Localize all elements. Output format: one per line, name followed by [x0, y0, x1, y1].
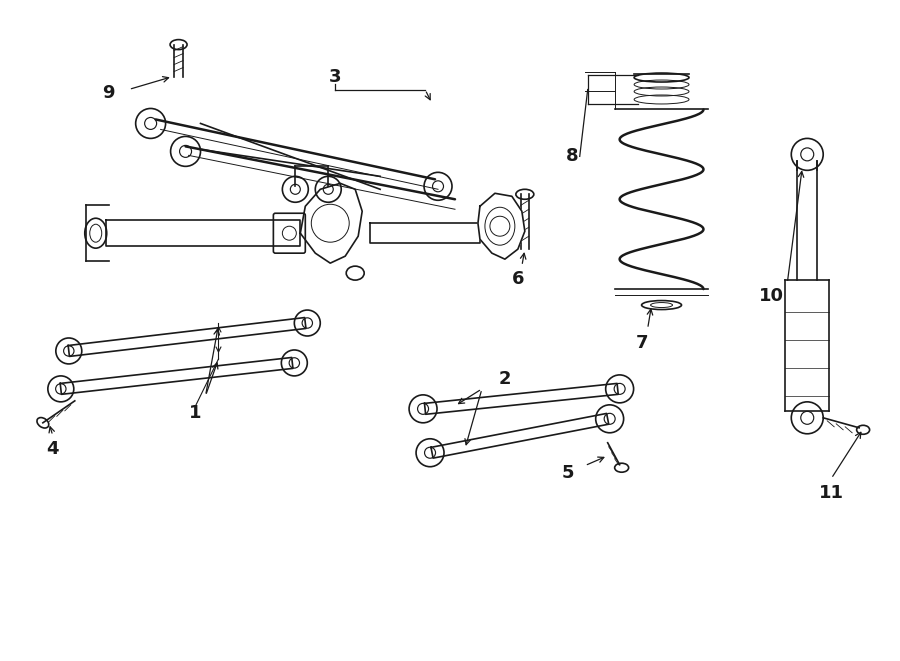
Polygon shape — [478, 193, 525, 259]
Ellipse shape — [170, 40, 187, 50]
Ellipse shape — [857, 425, 869, 434]
Text: 7: 7 — [635, 334, 648, 352]
Text: 6: 6 — [511, 270, 524, 288]
Ellipse shape — [346, 266, 364, 280]
Ellipse shape — [516, 189, 534, 199]
FancyBboxPatch shape — [274, 214, 305, 253]
Text: 10: 10 — [759, 287, 784, 305]
Ellipse shape — [85, 218, 107, 248]
Text: 1: 1 — [189, 404, 202, 422]
Text: 5: 5 — [562, 464, 574, 482]
Text: 4: 4 — [47, 440, 59, 458]
Text: 8: 8 — [565, 147, 578, 165]
Text: 11: 11 — [819, 484, 843, 502]
Text: 2: 2 — [499, 370, 511, 388]
Ellipse shape — [615, 463, 628, 472]
Polygon shape — [301, 183, 362, 263]
Ellipse shape — [37, 418, 49, 428]
Text: 3: 3 — [329, 67, 341, 85]
Text: 9: 9 — [103, 85, 115, 102]
